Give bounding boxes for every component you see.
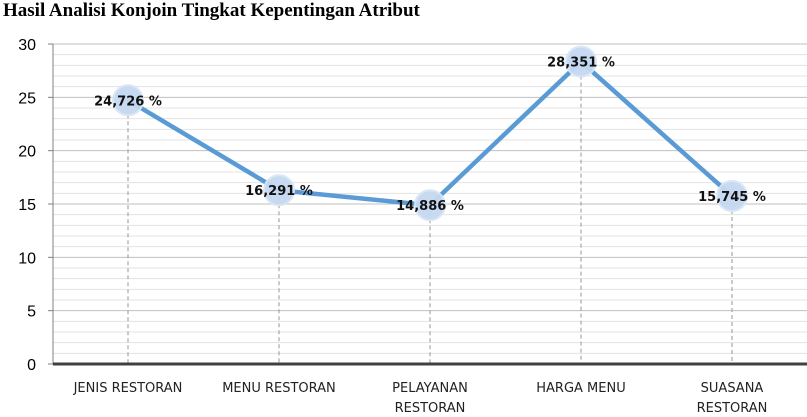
- series-line: [125, 59, 735, 208]
- data-point: [112, 84, 144, 117]
- data-label: 15,745 %: [698, 190, 766, 205]
- y-tick-label: 10: [18, 250, 36, 267]
- x-axis-ticks: JENIS RESTORAN MENU RESTORAN PELAYANAN REST…: [73, 381, 768, 416]
- y-axis-ticks: 0 5 10 15 20 25 30: [18, 37, 36, 374]
- y-tick-label: 0: [27, 357, 36, 374]
- chart-title: Hasil Analisi Konjoin Tingkat Kepentinga…: [3, 0, 420, 21]
- data-point: [565, 45, 597, 78]
- x-tick-label: RESTORAN: [697, 401, 768, 416]
- y-tick-label: 15: [18, 197, 36, 214]
- data-label: 14,886 %: [396, 199, 464, 214]
- drop-lines: [127, 61, 733, 364]
- y-tick-label: 30: [18, 37, 36, 54]
- data-label: 24,726 %: [94, 94, 162, 109]
- data-labels: 24,726 % 16,291 % 14,886 % 28,351 % 15,745 %: [94, 56, 766, 215]
- y-tick-label: 5: [27, 304, 36, 321]
- x-tick-label: HARGA MENU: [536, 381, 625, 396]
- data-point: [414, 189, 446, 222]
- data-point: [716, 180, 748, 213]
- series-line-path: [125, 59, 735, 208]
- y-tick-label: 20: [18, 144, 36, 161]
- data-label: 28,351 %: [547, 56, 615, 71]
- x-tick-label: PELAYANAN: [392, 381, 468, 396]
- x-tick-label: SUASANA: [701, 381, 764, 396]
- data-label: 16,291 %: [245, 184, 313, 199]
- data-point: [263, 174, 295, 207]
- axes: [48, 43, 807, 366]
- y-tick-label: 25: [18, 90, 36, 107]
- x-tick-label: JENIS RESTORAN: [73, 381, 183, 396]
- x-tick-label: RESTORAN: [395, 401, 466, 416]
- series-markers: [112, 45, 748, 222]
- x-tick-label: MENU RESTORAN: [222, 381, 336, 396]
